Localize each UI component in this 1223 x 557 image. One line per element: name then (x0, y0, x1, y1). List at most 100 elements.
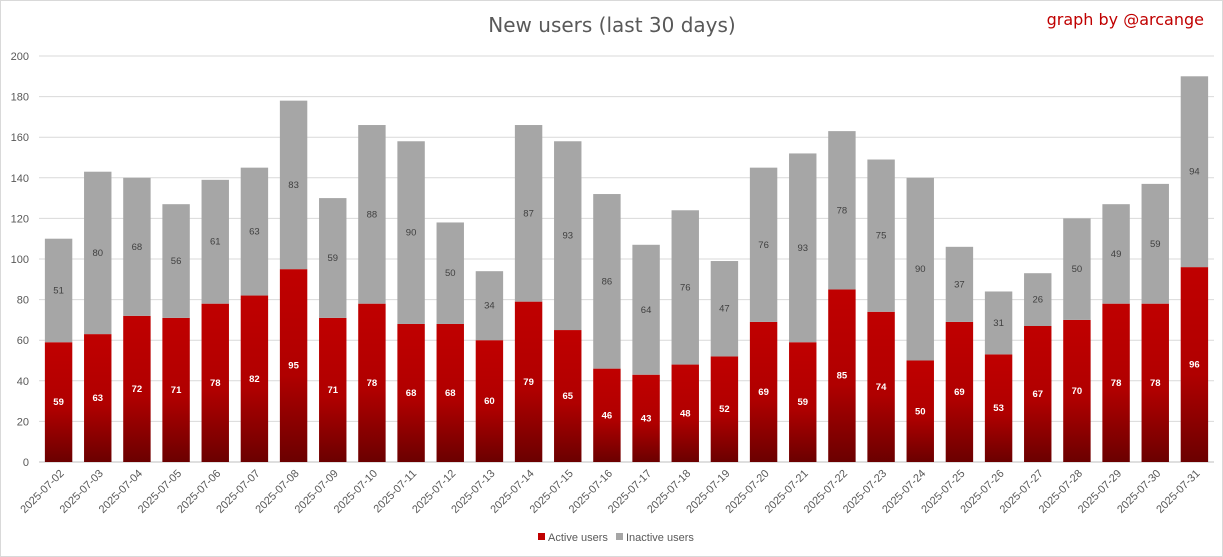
data-label-active: 78 (367, 378, 378, 389)
bar-active-users (436, 323, 464, 462)
bar-inactive-users (44, 238, 73, 343)
data-label-active: 78 (1111, 378, 1122, 389)
y-tick-label: 80 (17, 295, 29, 307)
bar-inactive-users (906, 177, 934, 361)
data-label-active: 69 (758, 387, 769, 398)
data-label-inactive: 80 (92, 248, 103, 259)
bar-active-users (593, 368, 621, 462)
data-label-active: 78 (1150, 378, 1161, 389)
data-label-active: 85 (837, 371, 848, 382)
bar-active-users (632, 374, 660, 462)
bar-inactive-users (1102, 204, 1130, 304)
data-label-inactive: 64 (641, 305, 652, 316)
y-tick-label: 20 (17, 416, 29, 428)
data-label-inactive: 37 (954, 279, 965, 290)
bar-inactive-users (123, 177, 151, 316)
bar-active-users (789, 342, 817, 462)
data-label-active: 79 (523, 377, 534, 388)
bar-inactive-users (867, 159, 895, 312)
data-label-active: 95 (288, 361, 299, 372)
data-label-inactive: 94 (1189, 167, 1200, 178)
data-label-inactive: 49 (1111, 249, 1122, 260)
bar-active-users (945, 321, 974, 462)
bar-active-users (279, 269, 308, 462)
data-label-inactive: 90 (915, 264, 926, 275)
bar-inactive-users (789, 153, 817, 343)
bar-active-users (240, 295, 269, 462)
gridlines (39, 55, 1214, 463)
bar-inactive-users (1063, 218, 1091, 320)
data-labels: 59 51 63 80 72 68 71 56 78 61 82 63 95 83 71 59 78 88 68 90… (53, 167, 1199, 425)
bar-inactive-users (632, 244, 660, 375)
data-label-inactive: 78 (837, 205, 848, 216)
x-axis-ticks: 2025-07-022025-07-032025-07-042025-07-05… (18, 468, 1202, 516)
data-label-inactive: 93 (797, 243, 808, 254)
bar-inactive-users (358, 125, 386, 304)
data-label-inactive: 63 (249, 227, 260, 238)
bar-inactive-users (749, 167, 778, 322)
data-label-inactive: 93 (562, 231, 573, 242)
bar-inactive-users (397, 141, 425, 324)
bar-active-users (162, 317, 190, 462)
y-tick-label: 180 (11, 92, 29, 104)
data-label-inactive: 83 (288, 180, 299, 191)
data-label-active: 78 (210, 378, 221, 389)
chart-title: New users (last 30 days) (488, 13, 735, 37)
data-label-active: 63 (92, 393, 103, 404)
bar-inactive-users (514, 125, 543, 302)
bar-active-users (1180, 267, 1209, 462)
bar-active-users (749, 321, 778, 462)
data-label-active: 53 (993, 403, 1004, 414)
legend-swatch-inactive (616, 533, 623, 540)
data-label-inactive: 59 (327, 253, 338, 264)
data-label-active: 59 (797, 397, 808, 408)
bar-inactive-users (475, 271, 504, 341)
bar-inactive-users (1141, 183, 1169, 304)
bar-inactive-users (710, 261, 739, 357)
data-label-active: 52 (719, 404, 730, 415)
bar-active-users (554, 330, 582, 462)
bar-active-users (671, 364, 699, 462)
data-label-active: 65 (562, 391, 573, 402)
bar-inactive-users (162, 204, 190, 318)
data-label-active: 96 (1189, 360, 1200, 371)
data-label-active: 59 (53, 397, 64, 408)
bar-active-users (867, 311, 895, 462)
data-label-inactive: 47 (719, 304, 730, 315)
bar-inactive-users (828, 131, 856, 290)
bar-inactive-users (1180, 76, 1209, 268)
bar-active-users (123, 315, 151, 462)
data-label-inactive: 59 (1150, 239, 1161, 250)
legend-swatch-active (538, 533, 545, 540)
data-label-inactive: 68 (132, 242, 143, 253)
data-label-inactive: 51 (53, 285, 64, 296)
data-label-active: 71 (327, 385, 338, 396)
bar-active-users (44, 342, 73, 462)
data-label-inactive: 76 (758, 240, 769, 251)
legend: Active users Inactive users (538, 532, 694, 544)
data-label-active: 46 (602, 410, 613, 421)
legend-label-inactive: Inactive users (626, 532, 694, 544)
data-label-inactive: 34 (484, 301, 495, 312)
y-tick-label: 0 (23, 457, 29, 469)
y-tick-label: 40 (17, 376, 29, 388)
bar-active-users (201, 303, 229, 462)
data-label-inactive: 50 (445, 268, 456, 279)
bar-active-users (1102, 303, 1130, 462)
bar-inactive-users (279, 100, 308, 270)
data-label-active: 67 (1032, 389, 1043, 400)
data-label-active: 70 (1072, 386, 1083, 397)
bar-active-users (319, 317, 347, 462)
bar-inactive-users (84, 171, 112, 335)
y-tick-label: 120 (11, 213, 29, 225)
bars (44, 76, 1209, 462)
bar-active-users (358, 303, 386, 462)
bar-inactive-users (1024, 273, 1052, 326)
bar-inactive-users (436, 222, 464, 324)
bar-active-users (514, 301, 543, 462)
data-label-inactive: 88 (367, 209, 378, 220)
data-label-inactive: 31 (993, 318, 1004, 329)
data-label-inactive: 56 (171, 256, 182, 267)
bar-inactive-users (201, 179, 229, 304)
bar-inactive-users (984, 291, 1013, 355)
